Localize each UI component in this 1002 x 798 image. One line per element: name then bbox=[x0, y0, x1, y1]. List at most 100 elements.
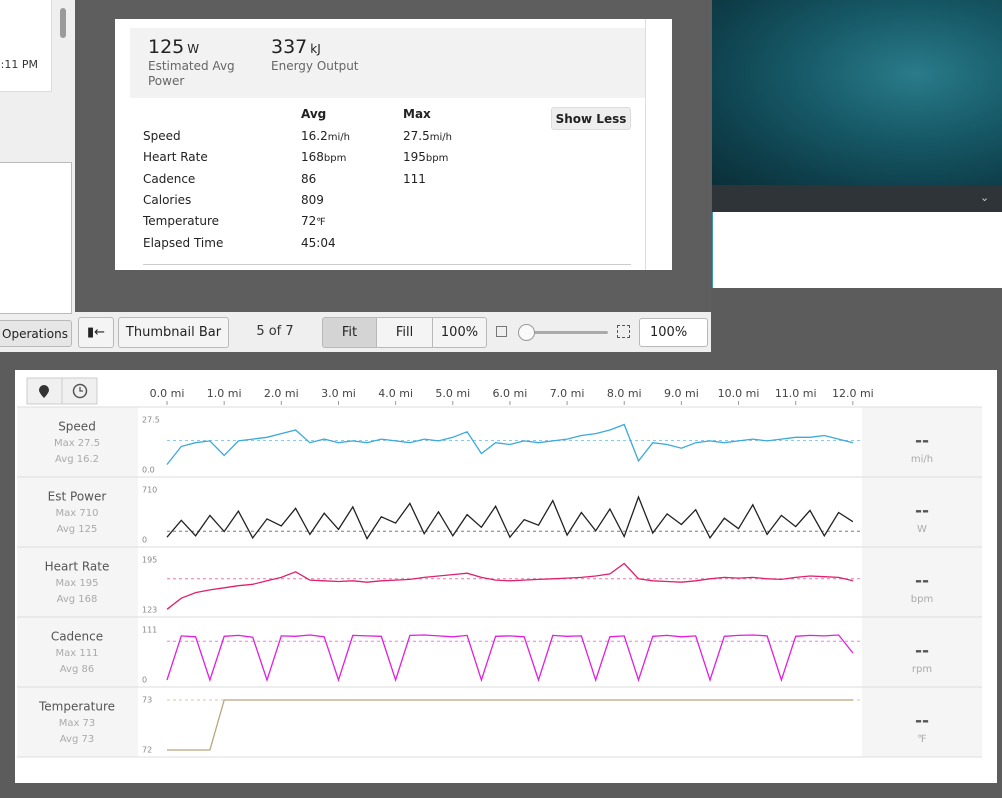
page-indicator: 5 of 7 bbox=[256, 324, 294, 339]
row-name: Speed bbox=[58, 420, 96, 434]
y-tick-label: 72 bbox=[142, 746, 152, 755]
row-name: Est Power bbox=[48, 490, 107, 504]
stat-cell: 86 bbox=[301, 172, 316, 186]
x-tick-label: 8.0 mi bbox=[607, 387, 642, 400]
stat-value: 809 bbox=[301, 192, 324, 207]
stat-value: 195 bbox=[403, 150, 426, 165]
zoom-slider[interactable] bbox=[527, 331, 608, 334]
image bbox=[712, 0, 1002, 185]
fill-button[interactable]: Fill bbox=[376, 317, 433, 348]
distance-icon[interactable] bbox=[39, 385, 49, 398]
operations-button[interactable]: Operations bbox=[0, 320, 72, 347]
scrollbar[interactable] bbox=[60, 8, 66, 38]
text-box[interactable] bbox=[0, 162, 72, 314]
stat-value: 86 bbox=[301, 171, 317, 186]
y-tick-label: 195 bbox=[142, 556, 157, 565]
file-list: 2:11 PM bbox=[0, 0, 52, 92]
x-tick-label: 1.0 mi bbox=[207, 387, 242, 400]
y-tick-label: 111 bbox=[142, 626, 157, 635]
zoom-slider-knob[interactable] bbox=[518, 324, 535, 341]
stat-cell: 809 bbox=[301, 193, 324, 207]
y-tick-label: 0 bbox=[142, 676, 147, 685]
row-max: Max 73 bbox=[59, 718, 96, 729]
current-value: -- bbox=[915, 571, 929, 591]
show-less-button[interactable]: Show Less bbox=[551, 107, 631, 130]
summary-label: Estimated Avg Power bbox=[148, 59, 235, 88]
document-page: 125 W Estimated Avg Power 337 kJ Energy Outpu… bbox=[115, 19, 672, 270]
image-window: ⌄ bbox=[712, 0, 1002, 288]
x-tick-label: 2.0 mi bbox=[264, 387, 299, 400]
stat-unit: mi/h bbox=[327, 132, 350, 143]
summary-box bbox=[130, 28, 645, 98]
zoom-spinbox[interactable]: 100% bbox=[639, 318, 708, 347]
row-name: Temperature bbox=[38, 700, 115, 714]
y-tick-label: 0.0 bbox=[142, 466, 155, 475]
page-border bbox=[645, 19, 646, 270]
zoom-out-icon[interactable] bbox=[496, 326, 507, 337]
summary-value: 337 kJ bbox=[271, 36, 321, 58]
stat-name: Cadence bbox=[143, 171, 196, 186]
data-line bbox=[166, 423, 854, 465]
summary-label: Energy Output bbox=[271, 59, 359, 73]
row-name: Cadence bbox=[51, 630, 103, 644]
column-header: Avg bbox=[301, 107, 327, 121]
stat-unit: bpm bbox=[425, 153, 449, 165]
current-value: -- bbox=[915, 501, 929, 521]
x-tick-label: 5.0 mi bbox=[435, 387, 470, 400]
stat-cell: 72℉ bbox=[301, 214, 326, 228]
x-tick-label: 12.0 mi bbox=[832, 387, 874, 400]
y-tick-label: 0 bbox=[142, 536, 147, 545]
x-tick-label: 11.0 mi bbox=[775, 387, 817, 400]
viewer-window: 125 W Estimated Avg Power 337 kJ Energy Outpu… bbox=[75, 0, 711, 352]
stat-unit: bpm bbox=[323, 153, 347, 165]
row-avg: Avg 125 bbox=[57, 524, 98, 535]
stat-name: Calories bbox=[143, 192, 192, 207]
sidebar-toggle[interactable]: ▮← bbox=[78, 317, 114, 348]
x-tick-label: 7.0 mi bbox=[550, 387, 585, 400]
time-icon[interactable] bbox=[72, 383, 88, 399]
x-tick-label: 6.0 mi bbox=[493, 387, 528, 400]
stat-cell: 195bpm bbox=[403, 150, 448, 164]
x-tick-label: 10.0 mi bbox=[718, 387, 760, 400]
x-tick-label: 4.0 mi bbox=[378, 387, 413, 400]
y-tick-label: 710 bbox=[142, 486, 157, 495]
row-unit: ℉ bbox=[917, 734, 927, 745]
time-icon-hands bbox=[79, 387, 83, 392]
row-avg: Avg 168 bbox=[57, 594, 98, 605]
stat-cell: 45:04 bbox=[301, 236, 336, 250]
toolbar: ▮← Thumbnail Bar 5 of 7 Fit Fill 100% 10… bbox=[75, 312, 711, 352]
stat-value: 111 bbox=[403, 171, 426, 186]
summary-number: 125 bbox=[148, 36, 185, 58]
data-line bbox=[167, 699, 853, 751]
stat-value: 27.5 bbox=[403, 129, 430, 143]
row-unit: rpm bbox=[912, 664, 932, 675]
row-unit: bpm bbox=[911, 594, 933, 605]
image-bar[interactable]: ⌄ bbox=[712, 185, 1002, 212]
x-tick-label: 0.0 mi bbox=[150, 387, 185, 400]
label-column bbox=[17, 407, 138, 757]
stat-name: Speed bbox=[143, 129, 181, 143]
row-name: Heart Rate bbox=[45, 560, 110, 574]
stat-name: Temperature bbox=[143, 214, 220, 229]
stat-cell: 168bpm bbox=[301, 150, 346, 164]
zoom-in-icon[interactable] bbox=[617, 325, 630, 338]
y-tick-label: 27.5 bbox=[142, 416, 160, 425]
row-avg: Avg 16.2 bbox=[55, 454, 99, 465]
summary-unit: kJ bbox=[310, 42, 321, 56]
stat-unit: ℉ bbox=[316, 217, 326, 229]
column-header: Max bbox=[403, 107, 431, 121]
data-line bbox=[166, 562, 854, 610]
stat-value: 45:04 bbox=[301, 235, 336, 250]
y-tick-label: 123 bbox=[142, 606, 157, 615]
thumbnail-button[interactable]: Thumbnail Bar bbox=[118, 317, 229, 348]
stat-value: 168 bbox=[301, 150, 324, 165]
row-unit: mi/h bbox=[911, 454, 933, 465]
file-window: 2:11 PM Operations bbox=[0, 0, 75, 352]
row-unit: W bbox=[917, 524, 927, 535]
row-max: Max 111 bbox=[56, 648, 99, 659]
current-value: -- bbox=[915, 431, 929, 451]
actual-size-button[interactable]: 100% bbox=[432, 317, 487, 348]
stat-cell: 16.2mi/h bbox=[301, 129, 350, 143]
stat-cell: 111 bbox=[403, 172, 426, 186]
